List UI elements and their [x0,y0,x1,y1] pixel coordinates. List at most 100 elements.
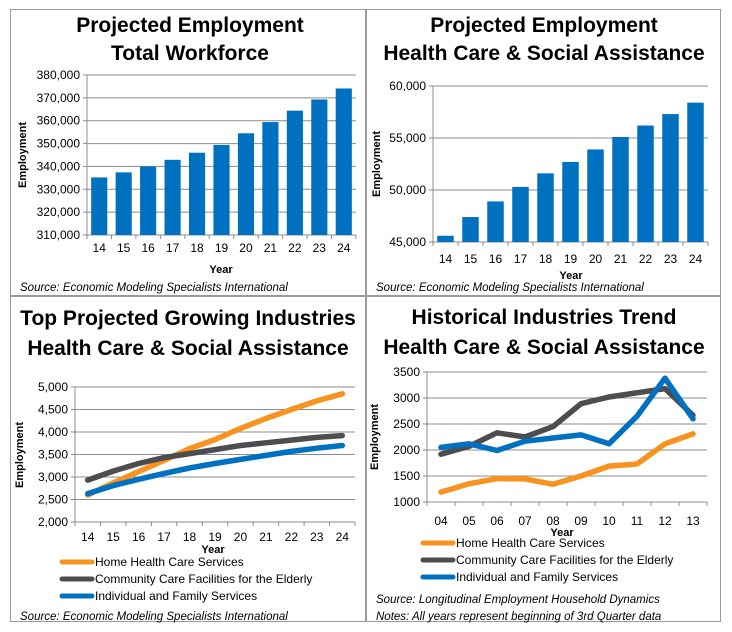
series-line-orange [438,431,696,495]
chart-title-line-2: Health Care & Social Assistance [27,337,348,360]
legend-label: Individual and Family Services [456,570,618,584]
bar-14 [91,177,108,235]
y-axis-title: Employment [369,404,381,470]
bar-22 [286,110,303,235]
x-tick-label: 24 [689,252,703,266]
x-axis-title: Year [559,270,583,282]
source-note: Source: Economic Modeling Specialists In… [20,282,288,294]
source-note: Source: Economic Modeling Specialists In… [376,282,644,294]
source-note: Source: Economic Modeling Specialists In… [20,611,288,623]
x-tick-label: 24 [336,530,350,544]
y-tick-label: 340,000 [37,159,81,173]
x-tick-label: 22 [288,241,302,255]
bar-23 [662,114,679,242]
x-tick-label: 17 [166,241,180,255]
x-tick-label: 06 [490,514,504,528]
bar-15 [115,172,132,235]
bar-17 [164,159,181,235]
bar-20 [237,133,255,235]
y-tick-label: 2500 [393,417,420,431]
y-tick-label: 5,000 [38,380,68,394]
y-tick-label: 2,000 [38,515,68,529]
x-tick-label: 09 [574,514,588,528]
x-tick-label: 15 [107,530,121,544]
series-line-blue [84,442,346,497]
y-tick-label: 55,000 [389,131,426,145]
y-tick-label: 320,000 [37,205,81,219]
x-tick-label: 14 [93,241,107,255]
bar-21 [262,122,279,235]
bar-23 [311,99,328,235]
y-tick-label: 45,000 [389,235,426,249]
chart-top-growing-industries: Top Projected Growing Industries Health … [14,307,356,623]
legend-label: Community Care Facilities for the Elderl… [95,572,312,586]
y-tick-label: 3,000 [38,470,68,484]
x-tick-label: 07 [518,514,532,528]
x-tick-label: 23 [664,252,678,266]
y-axis-title: Employment [17,122,29,188]
y-tick-label: 1500 [393,469,420,483]
y-tick-label: 380,000 [37,68,81,82]
y-tick-label: 2,500 [38,493,68,507]
x-tick-label: 08 [546,514,560,528]
x-axis-title: Year [201,544,225,556]
y-tick-label: 2000 [393,443,420,457]
bar-24 [687,102,704,242]
chart-title-line-1: Historical Industries Trend [412,306,677,329]
y-tick-label: 3500 [393,365,420,379]
chart-title-line-1: Projected Employment [430,14,658,37]
x-tick-label: 16 [141,241,155,255]
x-tick-label: 20 [234,530,248,544]
bar-19 [213,144,230,235]
x-tick-label: 18 [190,241,204,255]
x-tick-label: 20 [239,241,253,255]
legend-label: Community Care Facilities for the Elderl… [456,553,673,567]
chart-title-line-1: Projected Employment [76,14,304,37]
chart-historical-trend: Historical Industries Trend Health Care … [369,306,708,623]
x-tick-label: 21 [259,530,273,544]
series-line-orange [84,391,346,498]
vertical-divider [365,9,367,622]
x-tick-label: 11 [631,514,644,528]
legend-label: Home Health Care Services [456,536,605,550]
y-tick-label: 4,000 [38,425,68,439]
bar-22 [637,125,654,242]
x-tick-label: 22 [285,530,299,544]
x-tick-label: 12 [658,514,672,528]
x-tick-label: 23 [313,241,327,255]
x-tick-label: 21 [264,241,278,255]
y-tick-label: 1000 [393,495,420,509]
bar-21 [612,136,629,242]
x-tick-label: 21 [614,252,628,266]
horizontal-divider [10,295,721,297]
x-tick-label: 24 [337,241,351,255]
y-tick-label: 50,000 [389,183,426,197]
x-tick-label: 17 [157,530,171,544]
bar-24 [335,88,352,235]
source-note: Source: Longitudinal Employment Househol… [376,594,660,606]
legend-label: Individual and Family Services [95,589,257,603]
y-tick-label: 3,500 [38,448,68,462]
x-tick-label: 16 [132,530,146,544]
y-tick-label: 370,000 [37,91,81,105]
x-axis-title: Year [550,527,574,539]
bar-18 [537,173,554,242]
x-axis-title: Year [209,264,233,276]
bar-16 [140,166,157,235]
y-tick-label: 330,000 [37,182,81,196]
x-tick-label: 18 [183,530,197,544]
bar-18 [188,152,206,235]
bar-20 [587,149,604,242]
x-tick-label: 18 [539,252,553,266]
bar-14 [437,235,454,242]
bar-17 [512,186,529,242]
chart-title-line-2: Health Care & Social Assistance [383,336,704,359]
x-tick-label: 16 [489,252,503,266]
y-tick-label: 3000 [393,391,420,405]
x-tick-label: 05 [462,514,476,528]
chart-title-line-2: Health Care & Social Assistance [383,42,704,65]
bar-15 [462,217,479,242]
x-tick-label: 20 [589,252,603,266]
y-axis-title: Employment [14,422,26,488]
